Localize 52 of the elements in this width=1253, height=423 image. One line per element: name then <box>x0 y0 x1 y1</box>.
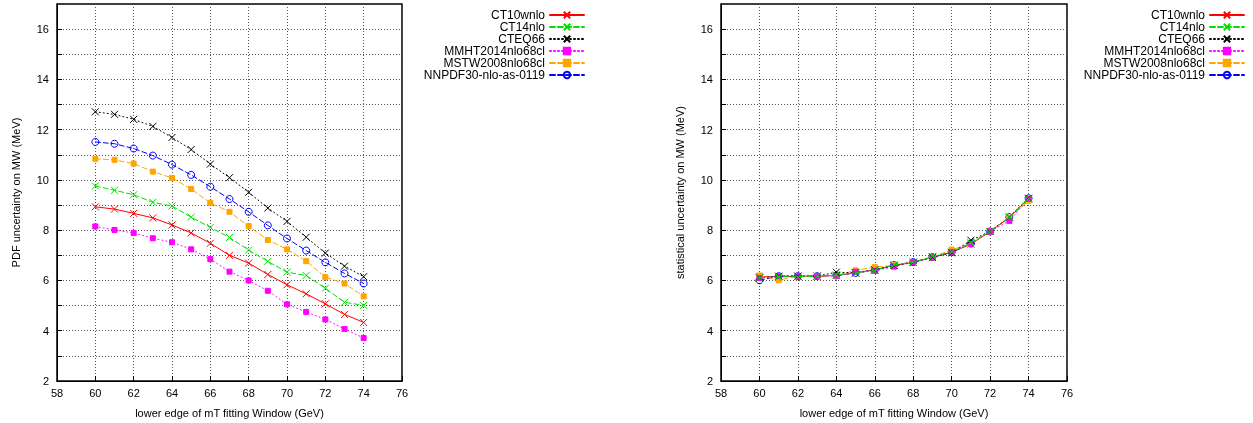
x-tick-label: 60 <box>753 386 766 399</box>
legend-label: NNPDF30-nlo-as-0119 <box>423 68 546 82</box>
x-axis-title: lower edge of mT fitting Window (GeV) <box>135 406 324 419</box>
x-tick-label: 72 <box>319 386 332 399</box>
y-tick-label: 12 <box>36 123 49 136</box>
legend-label: NNPDF30-nlo-as-0119 <box>1083 68 1206 82</box>
y-tick-label: 16 <box>36 23 49 36</box>
y-tick-label: 10 <box>36 173 49 186</box>
y-axis-title: PDF uncertainty on MW (MeV) <box>9 117 22 268</box>
y-tick-label: 2 <box>42 375 49 387</box>
x-tick-label: 62 <box>127 386 140 399</box>
legend-label: CT10wnlo <box>490 8 546 22</box>
x-tick-label: 76 <box>395 386 409 399</box>
x-tick-label: 58 <box>50 386 64 399</box>
x-tick-label: 58 <box>714 386 728 399</box>
y-tick-label: 4 <box>706 324 713 337</box>
x-tick-label: 64 <box>165 386 179 399</box>
legend-label: MMHT2014nlo68cl <box>1104 44 1205 58</box>
y-tick-label: 12 <box>700 123 713 136</box>
y-tick-label: 4 <box>42 324 49 337</box>
y-axis-title: statistical uncertainty on MW (MeV) <box>673 106 686 279</box>
y-tick-label: 10 <box>700 173 713 186</box>
y-tick-label: 8 <box>706 224 713 237</box>
y-tick-label: 14 <box>700 73 713 86</box>
y-tick-label: 16 <box>700 23 713 36</box>
x-tick-label: 74 <box>1022 386 1035 399</box>
legend-label: CT10wnlo <box>1150 8 1206 22</box>
x-tick-label: 68 <box>242 386 255 399</box>
x-tick-label: 76 <box>1060 386 1074 399</box>
legend-label: MSTW2008nlo68cl <box>1103 56 1205 70</box>
y-tick-label: 6 <box>706 274 713 287</box>
legend-label: CTEQ66 <box>498 32 546 46</box>
y-tick-label: 6 <box>42 274 49 287</box>
legend-label: CTEQ66 <box>1158 32 1206 46</box>
legend-label: CT14nlo <box>1159 20 1206 34</box>
x-tick-label: 62 <box>791 386 805 399</box>
x-tick-label: 70 <box>280 386 294 399</box>
x-tick-label: 66 <box>868 386 881 399</box>
legend-label: MMHT2014nlo68cl <box>444 44 545 58</box>
x-tick-label: 68 <box>907 386 920 399</box>
legend-label: MSTW2008nlo68cl <box>443 56 545 70</box>
y-tick-label: 14 <box>36 73 49 86</box>
x-tick-label: 60 <box>89 386 102 399</box>
y-tick-label: 2 <box>706 375 713 387</box>
x-tick-label: 70 <box>945 386 958 399</box>
x-tick-label: 64 <box>830 386 843 399</box>
y-tick-label: 8 <box>42 224 49 237</box>
x-axis-title: lower edge of mT fitting Window (GeV) <box>799 406 989 419</box>
x-tick-label: 66 <box>204 386 217 399</box>
x-tick-label: 74 <box>357 386 370 399</box>
legend-label: CT14nlo <box>499 20 546 34</box>
x-tick-label: 72 <box>983 386 997 399</box>
